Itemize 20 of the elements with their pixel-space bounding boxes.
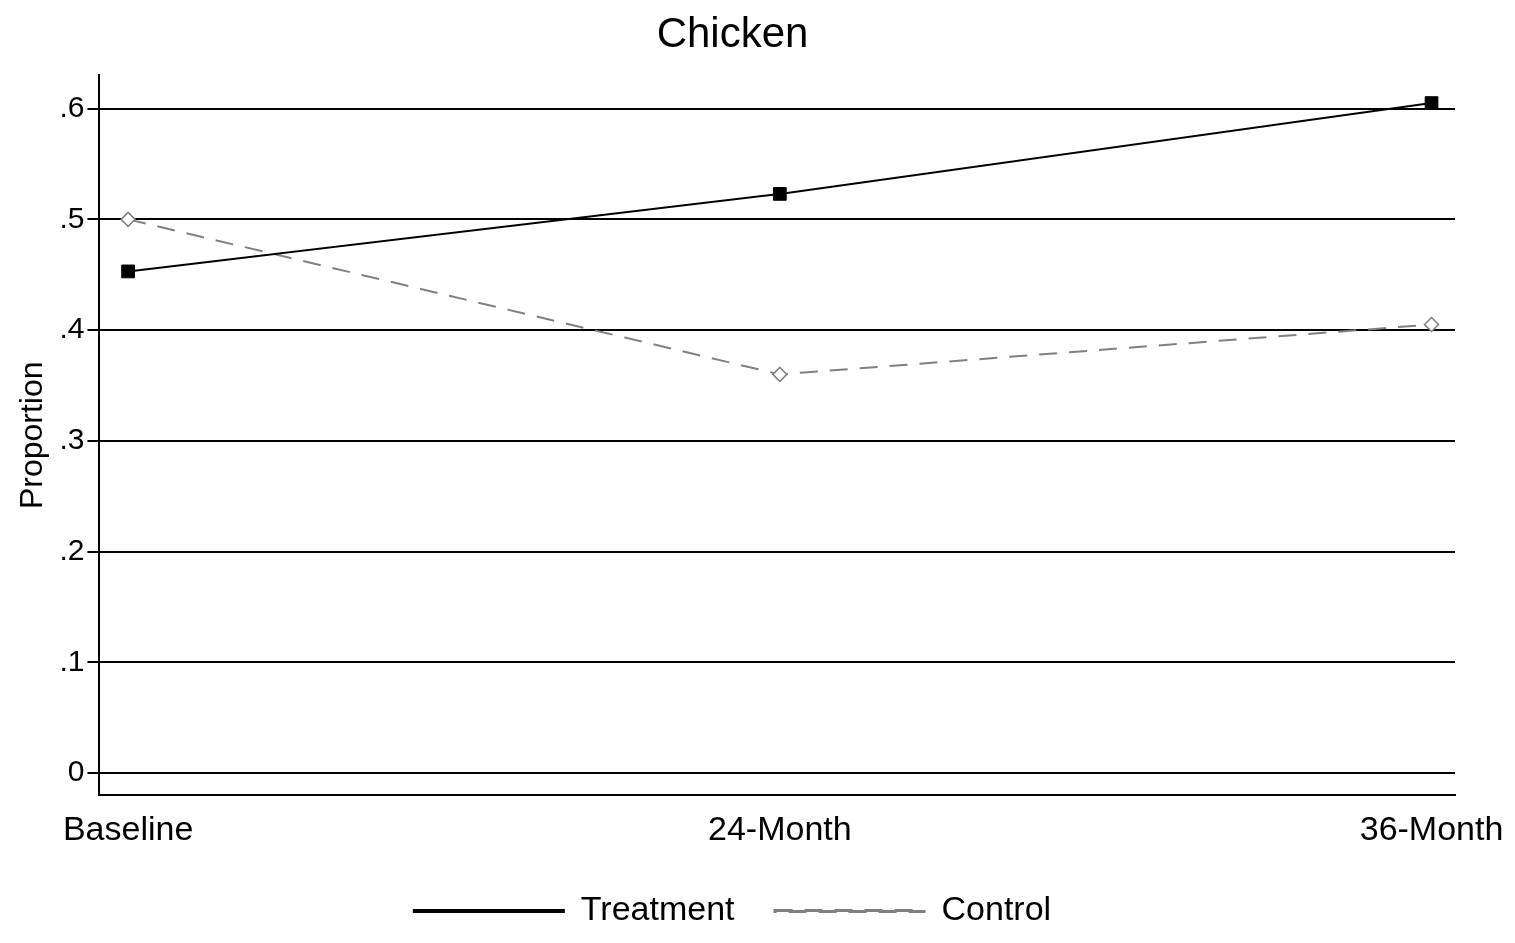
y-tick-label: 0 (67, 754, 85, 788)
legend-label: Control (941, 889, 1052, 928)
y-tick-label: .4 (59, 311, 85, 345)
y-tick-label: .3 (59, 422, 85, 456)
y-tick-label: .1 (59, 643, 85, 677)
y-tick-label: .2 (59, 532, 85, 566)
point (120, 211, 136, 228)
x-tick-label: Baseline (62, 808, 194, 847)
x-tick-label: 36-Month (1359, 808, 1504, 847)
point (772, 187, 787, 201)
chart-title: Chicken (656, 8, 809, 56)
legend-label: Treatment (580, 889, 736, 928)
x-tick-label: 24-Month (708, 808, 852, 847)
point (1424, 96, 1439, 110)
point (772, 366, 788, 383)
point (1423, 316, 1440, 333)
y-tick-label: .5 (59, 200, 85, 234)
y-axis-title: Proportion (13, 361, 50, 510)
point (121, 264, 135, 279)
y-tick-label: .6 (59, 89, 85, 123)
